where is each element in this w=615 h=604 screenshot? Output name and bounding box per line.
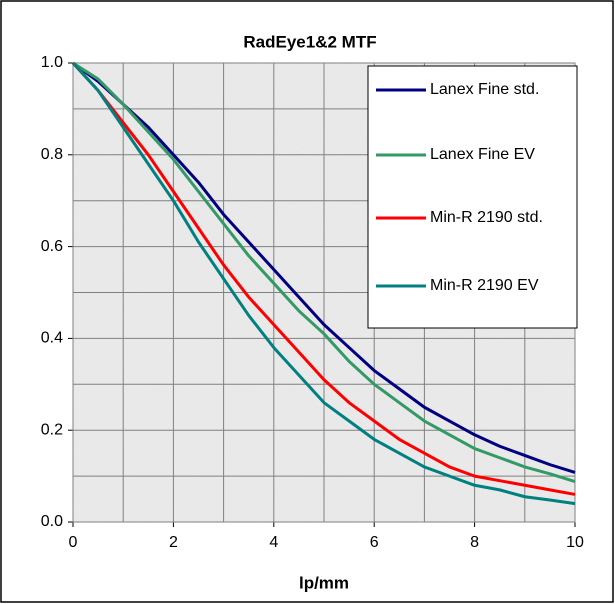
chart-title: RadEye1&2 MTF: [243, 32, 376, 51]
legend-label: Lanex Fine EV: [430, 146, 535, 163]
series-line: [72, 61, 576, 474]
y-tick-label: 0.2: [41, 421, 63, 438]
y-tick-label: 1.0: [41, 54, 63, 71]
series-line: [71, 61, 576, 506]
y-tick-label: 0.6: [41, 238, 63, 255]
legend-box: [367, 65, 578, 329]
y-tick-label: 0.8: [41, 146, 63, 163]
x-tick-label: 10: [566, 534, 584, 551]
y-tick-label: 0.0: [41, 513, 63, 530]
legend-label: Min-R 2190 std.: [430, 209, 543, 226]
x-axis-title: lp/mm: [299, 573, 349, 592]
legend-label: Lanex Fine std.: [430, 81, 539, 98]
legend-label: Min-R 2190 EV: [430, 277, 539, 294]
y-tick-label: 0.4: [41, 330, 63, 347]
x-tick-label: 0: [69, 534, 78, 551]
x-tick-label: 6: [370, 534, 379, 551]
series-line: [71, 61, 576, 496]
series-line: [72, 61, 576, 484]
x-tick-label: 2: [169, 534, 178, 551]
x-tick-label: 8: [470, 534, 479, 551]
x-tick-label: 4: [269, 534, 278, 551]
